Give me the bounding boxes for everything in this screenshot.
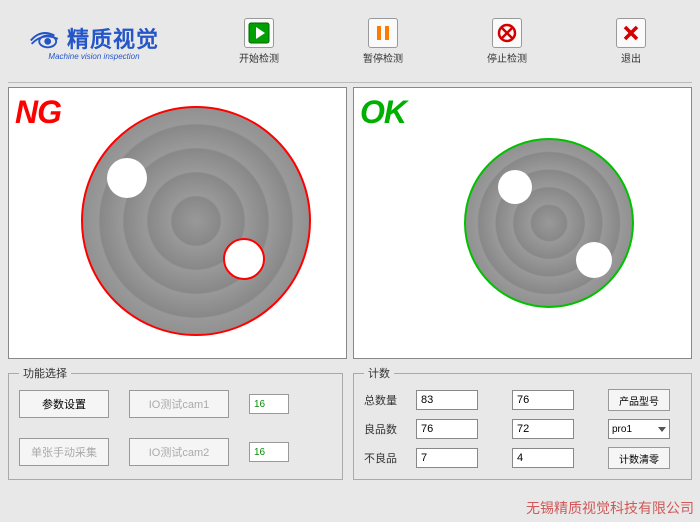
divider <box>8 82 692 83</box>
total-b: 76 <box>512 390 574 410</box>
views: NG OK <box>0 87 700 359</box>
top-bar: 精质视觉 Machine vision inspection 开始检测 暂停检测 <box>0 0 700 82</box>
model-select[interactable]: pro1 <box>608 419 670 439</box>
bad-b: 4 <box>512 448 574 468</box>
disc-ok <box>464 138 634 308</box>
function-legend: 功能选择 <box>19 365 71 381</box>
disc-ng <box>81 106 311 336</box>
logo: 精质视觉 Machine vision inspection <box>14 22 174 61</box>
toolbar: 开始检测 暂停检测 停止检测 <box>234 18 656 65</box>
io-cam2-button[interactable]: IO测试cam2 <box>129 438 229 466</box>
row-bad: 不良品 7 4 计数清零 <box>364 447 681 469</box>
manual-capture-button[interactable]: 单张手动采集 <box>19 438 109 466</box>
stop-button[interactable]: 停止检测 <box>482 18 532 65</box>
result-ok: OK <box>360 94 406 131</box>
good-a: 76 <box>416 419 478 439</box>
brand-subtitle: Machine vision inspection <box>48 52 139 61</box>
row-good: 良品数 76 72 pro1 <box>364 419 681 439</box>
io-cam1-button[interactable]: IO测试cam1 <box>129 390 229 418</box>
exit-button[interactable]: 退出 <box>606 18 656 65</box>
total-label: 总数量 <box>364 392 406 408</box>
start-button[interactable]: 开始检测 <box>234 18 284 65</box>
good-label: 良品数 <box>364 421 406 437</box>
count-panel: 计数 总数量 83 76 产品型号 良品数 76 72 pro1 不良品 7 4 <box>353 365 692 480</box>
play-icon <box>244 18 274 48</box>
cam1-value: 16 <box>249 394 289 414</box>
bad-a: 7 <box>416 448 478 468</box>
close-icon <box>616 18 646 48</box>
total-a: 83 <box>416 390 478 410</box>
pause-icon <box>368 18 398 48</box>
pause-button[interactable]: 暂停检测 <box>358 18 408 65</box>
watermark: 无锡精质视觉科技有限公司 <box>526 498 694 518</box>
view-left: NG <box>8 87 347 359</box>
model-button[interactable]: 产品型号 <box>608 389 670 411</box>
row-total: 总数量 83 76 产品型号 <box>364 389 681 411</box>
eye-icon <box>29 27 63 49</box>
param-button[interactable]: 参数设置 <box>19 390 109 418</box>
bad-label: 不良品 <box>364 450 406 466</box>
result-ng: NG <box>15 94 61 131</box>
function-panel: 功能选择 参数设置 IO测试cam1 16 单张手动采集 IO测试cam2 16 <box>8 365 343 480</box>
brand-name: 精质视觉 <box>67 22 159 54</box>
cam2-value: 16 <box>249 442 289 462</box>
bottom-panels: 功能选择 参数设置 IO测试cam1 16 单张手动采集 IO测试cam2 16… <box>0 359 700 480</box>
chevron-down-icon <box>658 425 666 433</box>
view-right: OK <box>353 87 692 359</box>
stop-icon <box>492 18 522 48</box>
clear-count-button[interactable]: 计数清零 <box>608 447 670 469</box>
good-b: 72 <box>512 419 574 439</box>
count-legend: 计数 <box>364 365 394 381</box>
